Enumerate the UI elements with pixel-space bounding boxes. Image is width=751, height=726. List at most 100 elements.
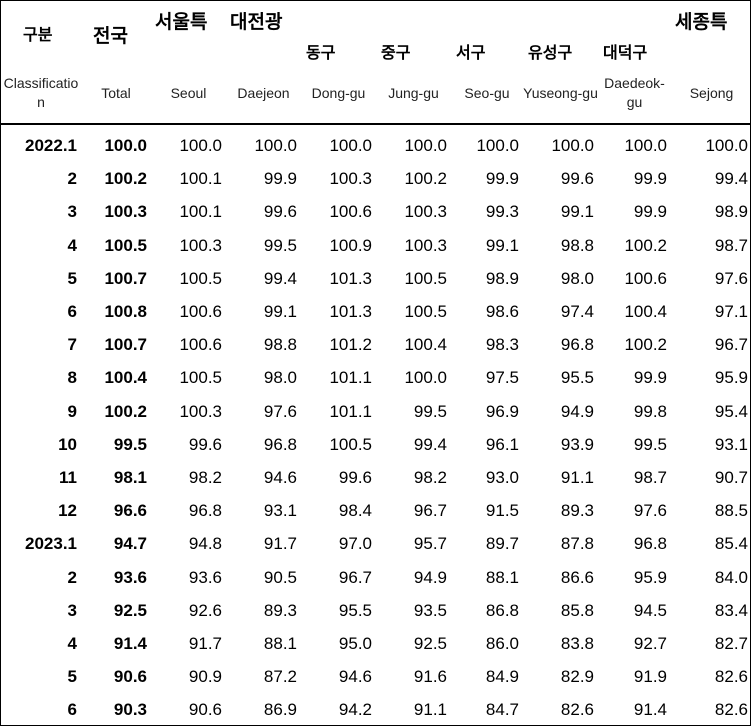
table-cell: 100.6 [624, 268, 667, 288]
table-cell: 87.2 [263, 667, 297, 687]
row-label: 5 [67, 667, 77, 687]
table-cell: 94.8 [188, 534, 222, 554]
table-cell: 100.2 [404, 169, 447, 189]
table-cell: 99.1 [263, 302, 297, 321]
row-label: 4 [67, 235, 77, 255]
row-label: 2 [67, 567, 77, 587]
table-cell: 93.1 [714, 434, 748, 454]
table-cell: 89.3 [263, 600, 297, 620]
table-cell: 90.6 [113, 667, 147, 687]
table-cell: 89.3 [560, 501, 594, 521]
table-cell: 96.7 [714, 335, 748, 355]
table-cell: 100.6 [179, 302, 222, 321]
table-cell: 97.6 [633, 501, 667, 521]
table-cell: 100.6 [179, 335, 222, 355]
table-cell: 90.5 [263, 567, 297, 587]
column-header-ko: 서울특 [155, 12, 208, 33]
table-cell: 100.3 [104, 202, 147, 222]
table-cell: 99.9 [633, 169, 667, 189]
column-header-ko: 대전광 [230, 12, 283, 33]
row-label: 11 [59, 468, 77, 487]
table-cell: 99.1 [485, 235, 519, 255]
table-cell: 100.0 [254, 136, 297, 155]
table-cell: 82.6 [560, 700, 594, 720]
table-cell: 82.9 [560, 667, 594, 687]
table-cell: 90.6 [188, 700, 222, 720]
table-cell: 99.5 [633, 434, 667, 454]
table-cell: 96.1 [485, 434, 519, 454]
table-cell: 92.5 [113, 600, 147, 620]
table-cell: 99.4 [714, 169, 748, 189]
row-label: 5 [67, 268, 77, 288]
table-cell: 100.3 [179, 235, 222, 255]
table-cell: 101.2 [329, 335, 372, 355]
table-cell: 99.6 [338, 468, 372, 487]
table-cell: 100.0 [476, 136, 519, 155]
table-cell: 100.1 [179, 169, 222, 189]
table-cell: 98.2 [413, 468, 447, 487]
table-cell: 99.8 [633, 401, 667, 421]
column-header-ko: 동구 [306, 45, 336, 62]
table-cell: 100.1 [179, 202, 222, 222]
column-header-en: Jung-gu [388, 84, 439, 101]
table-cell: 89.7 [485, 534, 519, 554]
table-cell: 98.1 [113, 468, 147, 487]
table-cell: 100.2 [104, 169, 147, 189]
row-label: 9 [67, 401, 77, 421]
row-label: 8 [67, 368, 77, 388]
table-cell: 98.9 [485, 268, 519, 288]
table-cell: 100.5 [329, 434, 372, 454]
table-cell: 97.0 [338, 534, 372, 554]
table-cell: 98.8 [560, 235, 594, 255]
table-cell: 100.3 [404, 202, 447, 222]
table-cell: 84.0 [714, 567, 748, 587]
table-cell: 100.4 [104, 368, 147, 388]
row-label: 2022.1 [25, 136, 77, 155]
table-cell: 91.4 [113, 634, 147, 653]
table-cell: 100.0 [179, 136, 222, 155]
table-cell: 88.1 [485, 567, 519, 587]
table-cell: 93.1 [263, 501, 297, 521]
table-cell: 96.8 [560, 335, 594, 355]
column-header-ko: 유성구 [528, 45, 573, 62]
table-cell: 99.9 [633, 202, 667, 222]
table-cell: 99.1 [560, 202, 594, 222]
table-cell: 86.9 [263, 700, 297, 720]
table-cell: 96.8 [633, 534, 667, 554]
table-cell: 100.0 [624, 136, 667, 155]
table-cell: 100.4 [624, 302, 667, 321]
table-cell: 99.9 [263, 169, 297, 189]
row-label: 3 [67, 202, 77, 222]
table-cell: 96.6 [113, 501, 147, 521]
table-cell: 96.8 [263, 434, 297, 454]
table-cell: 97.5 [485, 368, 519, 388]
column-header-en: Daedeok-gu [604, 75, 665, 110]
table-cell: 96.9 [485, 401, 519, 421]
table-cell: 100.3 [179, 401, 222, 421]
table-cell: 94.6 [338, 667, 372, 687]
table-cell: 99.6 [188, 434, 222, 454]
table-cell: 98.9 [714, 202, 748, 222]
table-cell: 100.0 [705, 136, 748, 155]
table-cell: 83.4 [714, 600, 748, 620]
table-cell: 100.2 [624, 235, 667, 255]
table-cell: 97.6 [714, 268, 748, 288]
table-cell: 91.1 [560, 468, 594, 487]
table-cell: 82.7 [714, 634, 748, 653]
table-cell: 100.9 [329, 235, 372, 255]
table-cell: 92.6 [188, 600, 222, 620]
column-header-ko: 서구 [456, 45, 486, 62]
row-label: 7 [67, 335, 77, 355]
table-cell: 100.3 [404, 235, 447, 255]
table-cell: 91.4 [633, 700, 667, 720]
table-cell: 100.2 [624, 335, 667, 355]
table-cell: 88.1 [263, 634, 297, 653]
table-cell: 100.6 [329, 202, 372, 222]
table-cell: 93.0 [485, 468, 519, 487]
table-cell: 99.4 [413, 434, 447, 454]
table-cell: 100.4 [404, 335, 447, 355]
table-cell: 94.5 [633, 600, 667, 620]
table-cell: 100.7 [104, 268, 147, 288]
column-header-en: Sejong [689, 84, 734, 101]
